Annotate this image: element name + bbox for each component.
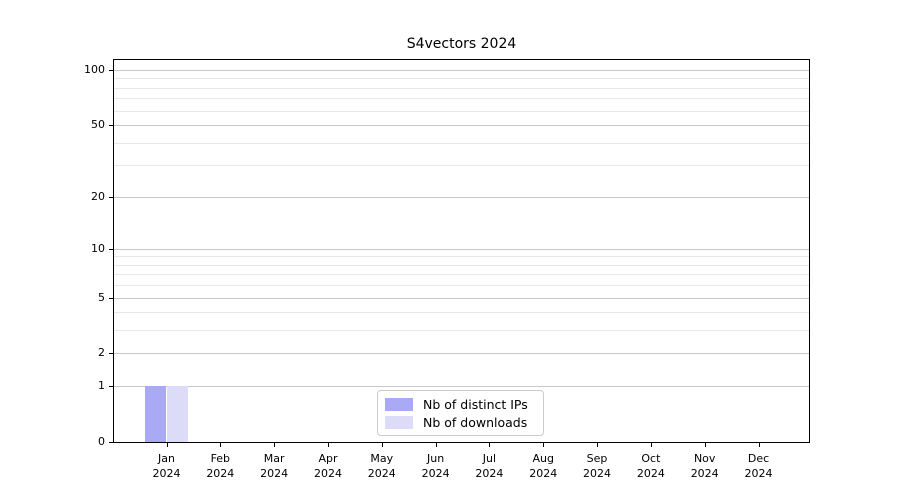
gridline-minor	[114, 285, 809, 287]
y-tick-mark	[109, 196, 113, 198]
gridline-minor	[114, 165, 809, 167]
bar-nb-of-distinct-ips	[144, 386, 167, 442]
legend-label-downloads: Nb of downloads	[423, 414, 528, 430]
x-tick-year: 2024	[744, 467, 773, 480]
legend-item-downloads: Nb of downloads	[385, 414, 535, 430]
y-tick-mark	[109, 353, 113, 355]
y-tick-label: 100	[84, 63, 105, 76]
x-tick-mark	[327, 443, 329, 447]
y-tick-label: 1	[98, 379, 105, 393]
plot-area	[113, 59, 810, 443]
y-tick-label: 5	[98, 290, 105, 304]
gridline-minor	[114, 110, 809, 112]
y-tick-label: 50	[91, 118, 105, 132]
x-tick-month: Jan	[158, 452, 175, 465]
y-tick-mark	[109, 386, 113, 388]
gridline-minor	[114, 256, 809, 258]
x-tick-month: Oct	[641, 452, 661, 465]
x-tick-year: 2024	[583, 467, 612, 480]
x-tick-label: Dec 2024	[727, 451, 791, 481]
x-tick-mark	[166, 443, 168, 447]
x-tick-year: 2024	[421, 467, 450, 480]
gridline-minor	[114, 274, 809, 276]
chart-title: S4vectors 2024	[406, 36, 517, 52]
x-tick-year: 2024	[636, 467, 665, 480]
x-tick-mark	[758, 443, 760, 447]
gridline-minor	[114, 78, 809, 80]
x-tick-year: 2024	[690, 467, 719, 480]
x-tick-month: Aug	[532, 452, 554, 465]
y-tick-label: 2	[98, 346, 105, 360]
y-tick-label: 0	[98, 435, 105, 448]
x-tick-mark	[704, 443, 706, 447]
legend: Nb of distinct IPs Nb of downloads	[377, 390, 544, 436]
x-tick-month: Jul	[482, 452, 497, 465]
x-tick-mark	[597, 443, 599, 447]
x-tick-year: 2024	[260, 467, 289, 480]
x-tick-month: Apr	[318, 452, 338, 465]
gridline-major	[114, 386, 809, 388]
legend-label-distinct-ips: Nb of distinct IPs	[423, 396, 528, 412]
y-tick-mark	[109, 442, 113, 443]
x-tick-month: Nov	[693, 452, 716, 465]
gridline-major	[114, 353, 809, 355]
x-tick-label: Apr 2024	[296, 451, 360, 481]
x-tick-month: May	[370, 452, 394, 465]
x-tick-year: 2024	[152, 467, 181, 480]
gridline-minor	[114, 142, 809, 144]
x-tick-label: Aug 2024	[511, 451, 575, 481]
y-tick-mark	[109, 297, 113, 299]
x-tick-mark	[650, 443, 652, 447]
x-tick-label: Feb 2024	[188, 451, 252, 481]
x-tick-year: 2024	[313, 467, 342, 480]
x-tick-month: Mar	[263, 452, 285, 465]
x-tick-label: Nov 2024	[673, 451, 737, 481]
x-tick-label: Jul 2024	[457, 451, 521, 481]
x-tick-label: Jan 2024	[135, 451, 199, 481]
gridline-minor	[114, 87, 809, 89]
x-tick-mark	[489, 443, 491, 447]
x-tick-year: 2024	[367, 467, 396, 480]
gridline-minor	[114, 312, 809, 314]
x-tick-label: Jun 2024	[404, 451, 468, 481]
gridline-minor	[114, 98, 809, 100]
y-tick-label: 20	[91, 189, 105, 203]
gridline-major	[114, 70, 809, 71]
gridline-minor	[114, 264, 809, 266]
x-tick-mark	[220, 443, 222, 447]
gridline-major	[114, 196, 809, 198]
legend-swatch-downloads	[385, 415, 413, 429]
x-tick-mark	[543, 443, 545, 447]
x-tick-year: 2024	[206, 467, 235, 480]
x-tick-label: Oct 2024	[619, 451, 683, 481]
x-tick-month: Sep	[586, 452, 608, 465]
gridline-minor	[114, 330, 809, 332]
y-tick-mark	[109, 125, 113, 127]
gridline-major	[114, 125, 809, 127]
y-tick-label: 10	[91, 241, 105, 255]
x-tick-label: Mar 2024	[242, 451, 306, 481]
x-tick-mark	[435, 443, 437, 447]
gridline-major	[114, 248, 809, 250]
x-tick-label: Sep 2024	[565, 451, 629, 481]
x-tick-month: Feb	[210, 452, 231, 465]
legend-item-distinct-ips: Nb of distinct IPs	[385, 396, 535, 412]
x-tick-mark	[381, 443, 383, 447]
legend-swatch-distinct-ips	[385, 397, 413, 411]
x-tick-month: Dec	[747, 452, 770, 465]
x-tick-year: 2024	[529, 467, 558, 480]
x-tick-month: Jun	[427, 452, 445, 465]
y-tick-mark	[109, 248, 113, 250]
x-tick-mark	[274, 443, 276, 447]
gridline-major	[114, 297, 809, 299]
bar-nb-of-downloads	[166, 386, 189, 442]
y-tick-mark	[109, 70, 113, 71]
x-tick-year: 2024	[475, 467, 504, 480]
x-tick-label: May 2024	[350, 451, 414, 481]
